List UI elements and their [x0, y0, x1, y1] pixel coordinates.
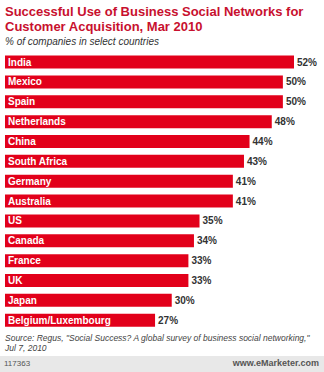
svg-text:UK: UK	[8, 275, 23, 286]
svg-text:41%: 41%	[236, 176, 256, 187]
svg-text:30%: 30%	[175, 295, 195, 306]
svg-text:52%: 52%	[297, 57, 316, 68]
svg-text:33%: 33%	[191, 275, 211, 286]
svg-text:China: China	[8, 136, 36, 147]
svg-text:Netherlands: Netherlands	[8, 116, 66, 127]
html-text:www.eMarketer.com: www.eMarketer.com	[232, 358, 319, 368]
html-text:Successful Use of Business Soc: Successful Use of Business Social Networ…	[5, 4, 304, 34]
svg-text:South Africa: South Africa	[8, 156, 68, 167]
svg-text:Australia: Australia	[8, 196, 51, 207]
svg-text:43%: 43%	[247, 156, 267, 167]
svg-text:35%: 35%	[203, 215, 223, 226]
svg-text:27%: 27%	[158, 315, 178, 326]
svg-text:France: France	[8, 255, 41, 266]
html-text:117363: 117363	[4, 359, 31, 368]
svg-text:India: India	[8, 57, 32, 68]
html-text:% of companies in select count: % of companies in select countries	[5, 36, 159, 47]
svg-text:Japan: Japan	[8, 295, 37, 306]
svg-text:Belgium/Luxembourg: Belgium/Luxembourg	[8, 315, 111, 326]
svg-text:44%: 44%	[253, 136, 273, 147]
svg-text:Germany: Germany	[8, 176, 52, 187]
svg-text:34%: 34%	[197, 235, 217, 246]
svg-text:41%: 41%	[236, 196, 256, 207]
svg-text:48%: 48%	[275, 116, 295, 127]
html-text:Source: Regus, "Social Success: Source: Regus, "Social Success? A global…	[5, 333, 310, 353]
svg-text:US: US	[8, 215, 22, 226]
svg-text:50%: 50%	[286, 76, 306, 87]
svg-text:Spain: Spain	[8, 96, 35, 107]
svg-text:Mexico: Mexico	[8, 76, 42, 87]
svg-text:Canada: Canada	[8, 235, 45, 246]
svg-text:33%: 33%	[191, 255, 211, 266]
svg-text:50%: 50%	[286, 96, 306, 107]
